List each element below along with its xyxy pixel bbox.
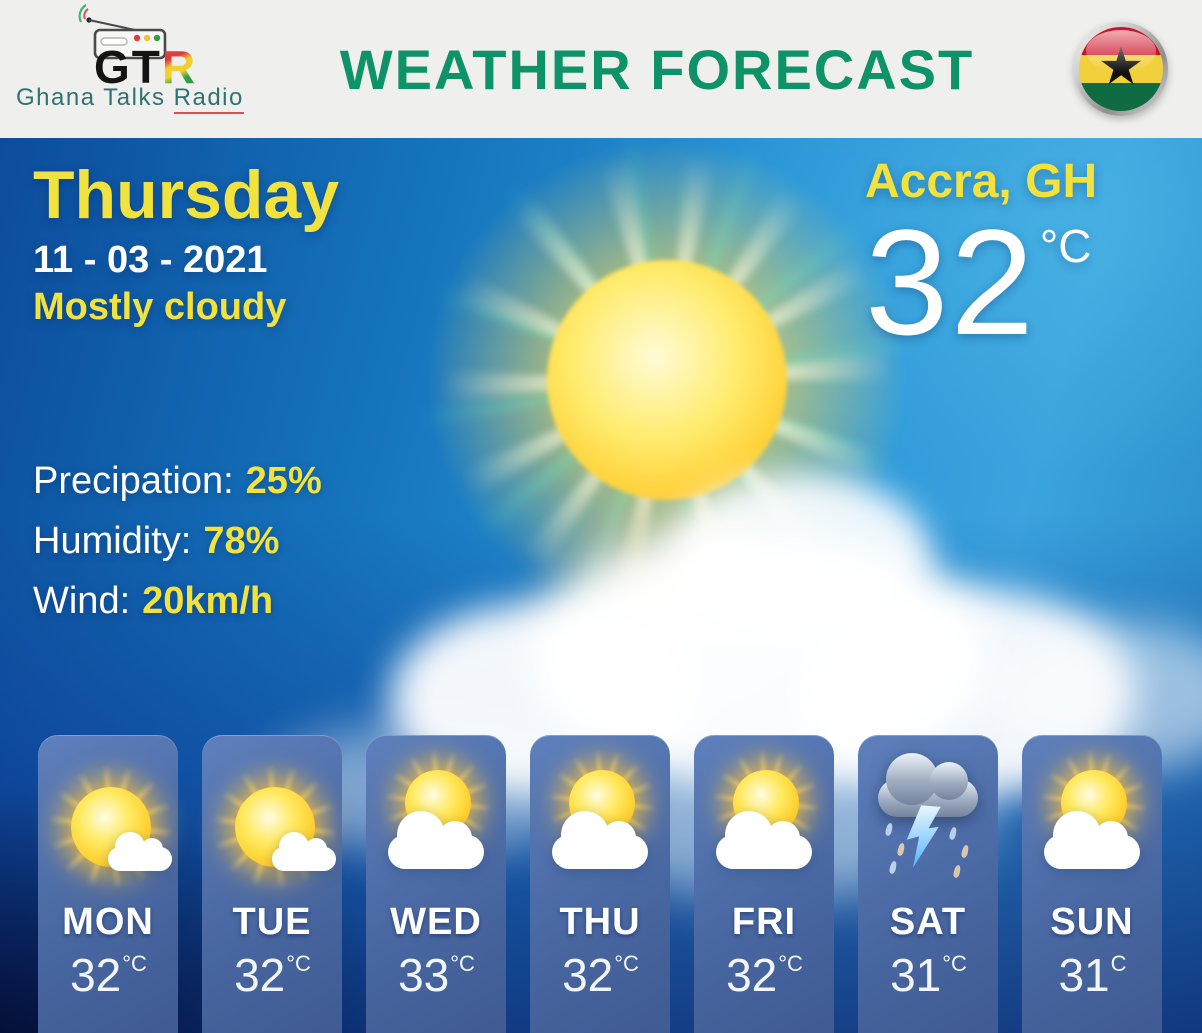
sun-icon xyxy=(547,260,787,500)
stat-label: Humidity: xyxy=(33,520,192,562)
day-temp-unit: °C xyxy=(450,951,475,976)
day-temp-unit: C xyxy=(1110,951,1127,976)
raindrop-icon xyxy=(960,844,970,859)
day-label: WED xyxy=(390,901,482,943)
day-temp-value: 32 xyxy=(234,949,286,1001)
weather-icon xyxy=(858,743,998,893)
weather-icon xyxy=(202,743,345,897)
raindrop-icon xyxy=(888,860,898,875)
forecast-row: MON 32°C xyxy=(0,735,1202,1033)
temperature-value: 32 xyxy=(865,198,1036,366)
day-label: THU xyxy=(559,901,641,943)
current-location-temp: Accra, GH 32°C xyxy=(865,154,1098,357)
forecast-day-card: SUN 31C xyxy=(1022,735,1162,1033)
day-temp-unit: °C xyxy=(942,951,967,976)
day-temperature: 31°C xyxy=(858,948,998,1002)
raindrop-icon xyxy=(884,822,894,837)
temperature-unit: °C xyxy=(1039,220,1092,272)
ghana-flag-stripes: ★ xyxy=(1079,27,1163,111)
day-temp-unit: °C xyxy=(778,951,803,976)
day-temp-value: 33 xyxy=(398,949,450,1001)
cloud-icon xyxy=(1044,811,1140,869)
day-temp-value: 32 xyxy=(70,949,122,1001)
raindrop-icon xyxy=(952,864,962,879)
day-label: FRI xyxy=(731,901,797,943)
forecast-day-card: TUE 32°C xyxy=(202,735,345,1033)
forecast-day-card: MON 32°C xyxy=(38,735,181,1033)
stat-value: 20km/h xyxy=(142,580,274,622)
forecast-day-card: THU 32°C xyxy=(530,735,670,1033)
day-label: SUN xyxy=(1050,901,1134,943)
current-condition: Mostly cloudy xyxy=(33,286,287,329)
stat-label: Precipation: xyxy=(33,460,234,502)
stat-value: 25% xyxy=(245,460,322,502)
forecast-day-card: SAT 31°C xyxy=(858,735,998,1033)
forecast-day-card: WED 33°C xyxy=(366,735,506,1033)
day-temperature: 32°C xyxy=(38,948,178,1002)
logo-tagline-radio: Radio xyxy=(173,84,244,114)
weather-icon xyxy=(366,743,506,893)
day-label: TUE xyxy=(232,901,312,943)
stat-row: Humidity: 78% xyxy=(33,520,322,563)
day-temperature: 32°C xyxy=(202,948,342,1002)
current-conditions: Thursday 11 - 03 - 2021 Mostly cloudy xyxy=(33,157,340,329)
cloud-icon xyxy=(388,811,484,869)
day-temp-unit: °C xyxy=(614,951,639,976)
stat-row: Precipation: 25% xyxy=(33,460,322,503)
cloud-icon xyxy=(272,832,336,871)
header: GTR Ghana Talks Radio WEATHER FORECAST ★ xyxy=(0,0,1202,138)
current-date: 11 - 03 - 2021 xyxy=(33,239,268,282)
day-label: MON xyxy=(62,901,154,943)
day-temp-unit: °C xyxy=(286,951,311,976)
day-temp-value: 31 xyxy=(1058,949,1110,1001)
day-temperature: 33°C xyxy=(366,948,506,1002)
day-temp-value: 32 xyxy=(726,949,778,1001)
logo-acronym: GTR xyxy=(94,41,198,93)
weather-icon xyxy=(1022,743,1162,893)
day-temp-value: 31 xyxy=(890,949,942,1001)
stat-row: Wind: 20km/h xyxy=(33,580,322,623)
weather-icon xyxy=(530,743,670,893)
cloud-icon xyxy=(108,832,172,871)
day-temp-unit: °C xyxy=(122,951,147,976)
gtr-logo: GTR Ghana Talks Radio xyxy=(0,0,310,138)
logo-acronym-r: R xyxy=(161,41,198,93)
stat-value: 78% xyxy=(203,520,280,562)
stat-label: Wind: xyxy=(33,580,131,622)
current-stats: Precipation: 25% Humidity: 78% Wind: 20km/h xyxy=(33,460,322,640)
flag-gloss xyxy=(1085,29,1157,72)
hero-section: Thursday 11 - 03 - 2021 Mostly cloudy Ac… xyxy=(0,138,1202,1033)
current-day: Thursday xyxy=(33,157,340,233)
page-title: WEATHER FORECAST xyxy=(339,37,975,101)
location-label: Accra, GH xyxy=(865,155,1098,208)
raindrop-icon xyxy=(948,826,958,841)
current-temperature: 32°C xyxy=(865,207,1097,357)
day-label: SAT xyxy=(889,901,967,943)
weather-icon xyxy=(694,743,834,893)
day-temperature: 32°C xyxy=(530,948,670,1002)
ghana-flag-icon: ★ xyxy=(1074,22,1168,116)
weather-icon xyxy=(38,743,181,897)
day-temperature: 31C xyxy=(1022,948,1162,1002)
cloud-icon xyxy=(716,811,812,869)
day-temp-value: 32 xyxy=(562,949,614,1001)
forecast-day-card: FRI 32°C xyxy=(694,735,834,1033)
raindrop-icon xyxy=(896,842,906,857)
day-temperature: 32°C xyxy=(694,948,834,1002)
radio-icon xyxy=(78,4,167,60)
cloud-icon xyxy=(552,811,648,869)
logo-tagline: Ghana Talks Radio xyxy=(16,84,244,114)
